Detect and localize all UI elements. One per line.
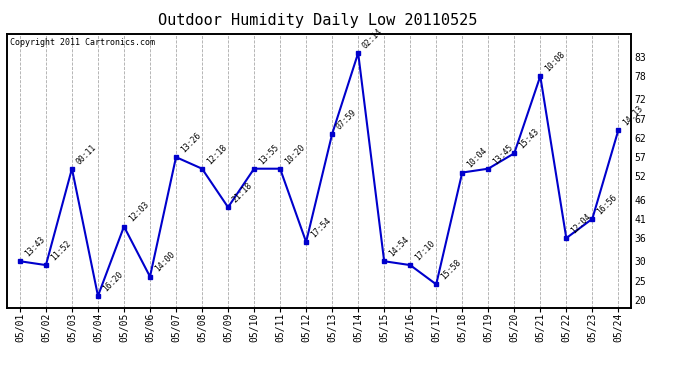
Text: 13:26: 13:26 [179,131,202,154]
Text: 10:20: 10:20 [283,142,306,166]
Text: 13:43: 13:43 [23,235,46,258]
Text: 16:56: 16:56 [595,192,619,216]
Text: 17:54: 17:54 [309,216,333,239]
Text: 11:52: 11:52 [49,239,72,262]
Text: 02:14: 02:14 [361,27,384,50]
Text: 12:03: 12:03 [127,200,150,224]
Text: 10:04: 10:04 [465,146,489,170]
Text: 15:43: 15:43 [517,127,541,150]
Text: 14:00: 14:00 [152,250,177,274]
Text: 15:58: 15:58 [439,258,462,282]
Text: 13:45: 13:45 [491,142,515,166]
Text: 14:13: 14:13 [621,104,644,128]
Text: 00:11: 00:11 [75,142,98,166]
Text: 17:10: 17:10 [413,239,437,262]
Text: 12:18: 12:18 [205,142,228,166]
Text: 14:54: 14:54 [387,235,411,258]
Text: 07:59: 07:59 [335,108,359,131]
Text: 10:08: 10:08 [543,50,566,74]
Text: 13:55: 13:55 [257,142,280,166]
Text: 21:18: 21:18 [231,181,255,204]
Text: 12:04: 12:04 [569,212,593,236]
Text: 16:20: 16:20 [101,270,124,293]
Text: Outdoor Humidity Daily Low 20110525: Outdoor Humidity Daily Low 20110525 [158,13,477,28]
Text: Copyright 2011 Cartronics.com: Copyright 2011 Cartronics.com [10,38,155,47]
